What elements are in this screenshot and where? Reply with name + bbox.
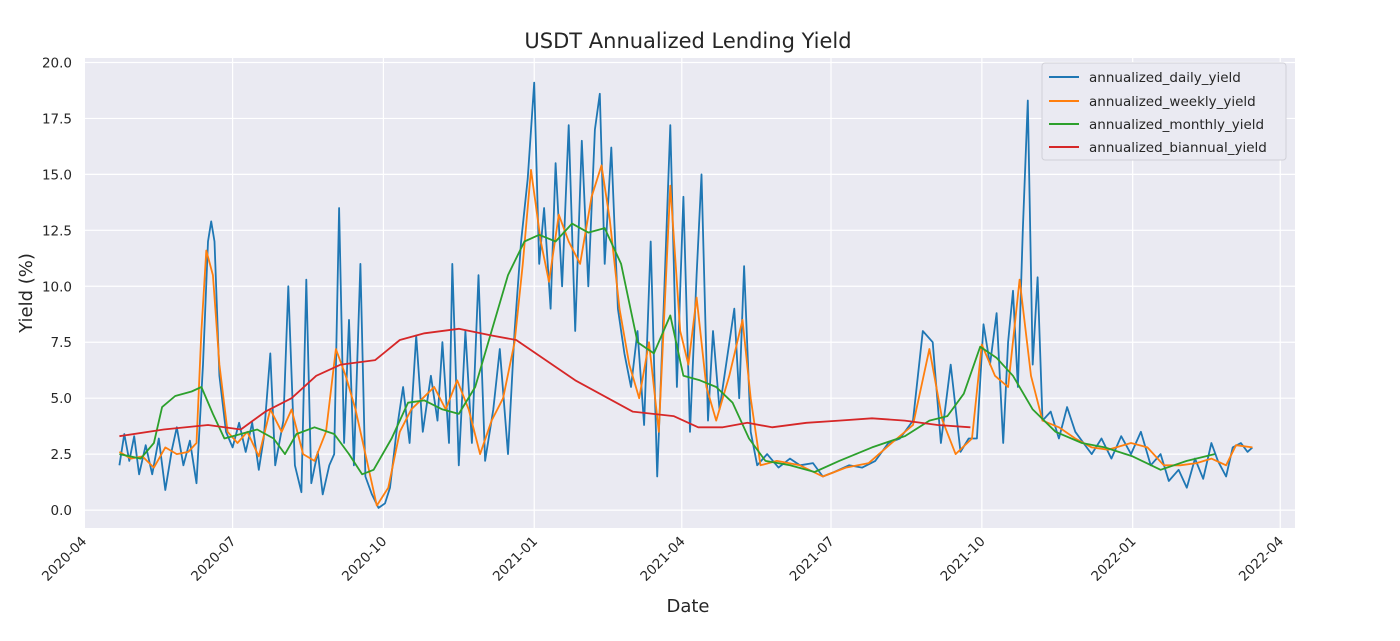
x-tick-label: 2020-10	[339, 534, 390, 585]
y-tick-label: 12.5	[42, 223, 72, 239]
x-tick-label: 2020-07	[188, 534, 239, 585]
x-tick-label: 2021-01	[490, 534, 541, 585]
y-tick-label: 17.5	[42, 111, 72, 127]
y-tick-label: 7.5	[51, 335, 72, 351]
grid	[82, 58, 1295, 528]
legend-box	[1041, 62, 1287, 161]
x-tick-label: 2021-07	[787, 534, 838, 585]
y-tick-label: 2.5	[51, 447, 72, 463]
chart-title: USDT Annualized Lending Yield	[524, 29, 851, 53]
series-lines	[118, 81, 1254, 509]
x-tick-label: 2022-01	[1088, 534, 1139, 585]
legend: annualized_daily_yield annualized_weekly…	[1041, 62, 1287, 161]
y-tick-labels: 0.0 2.5 5.0 7.5 10.0 12.5 15.0 17.5 20.0	[42, 55, 72, 519]
x-tick-label: 2021-10	[937, 534, 988, 585]
x-tick-labels: 2020-04 2020-07 2020-10 2021-01 2021-04 2021-…	[39, 534, 1287, 585]
legend-label-daily: annualized_daily_yield	[1089, 70, 1241, 86]
legend-label-biannual: annualized_biannual_yield	[1089, 140, 1267, 156]
series-line-biannual	[119, 327, 971, 438]
y-tick-label: 10.0	[42, 279, 72, 295]
legend-label-monthly: annualized_monthly_yield	[1089, 117, 1264, 133]
y-tick-label: 5.0	[51, 391, 72, 407]
x-axis-label: Date	[666, 596, 709, 617]
y-tick-label: 20.0	[42, 55, 72, 71]
x-tick-label: 2022-04	[1236, 534, 1287, 585]
y-axis-label: Yield (%)	[16, 253, 37, 334]
series-line-daily	[118, 81, 1254, 509]
x-tick-label: 2021-04	[637, 534, 688, 585]
y-tick-label: 0.0	[51, 503, 72, 519]
series-line-monthly	[119, 222, 1215, 476]
y-tick-label: 15.0	[42, 167, 72, 183]
x-tick-label: 2020-04	[39, 534, 90, 585]
legend-label-weekly: annualized_weekly_yield	[1089, 94, 1256, 110]
